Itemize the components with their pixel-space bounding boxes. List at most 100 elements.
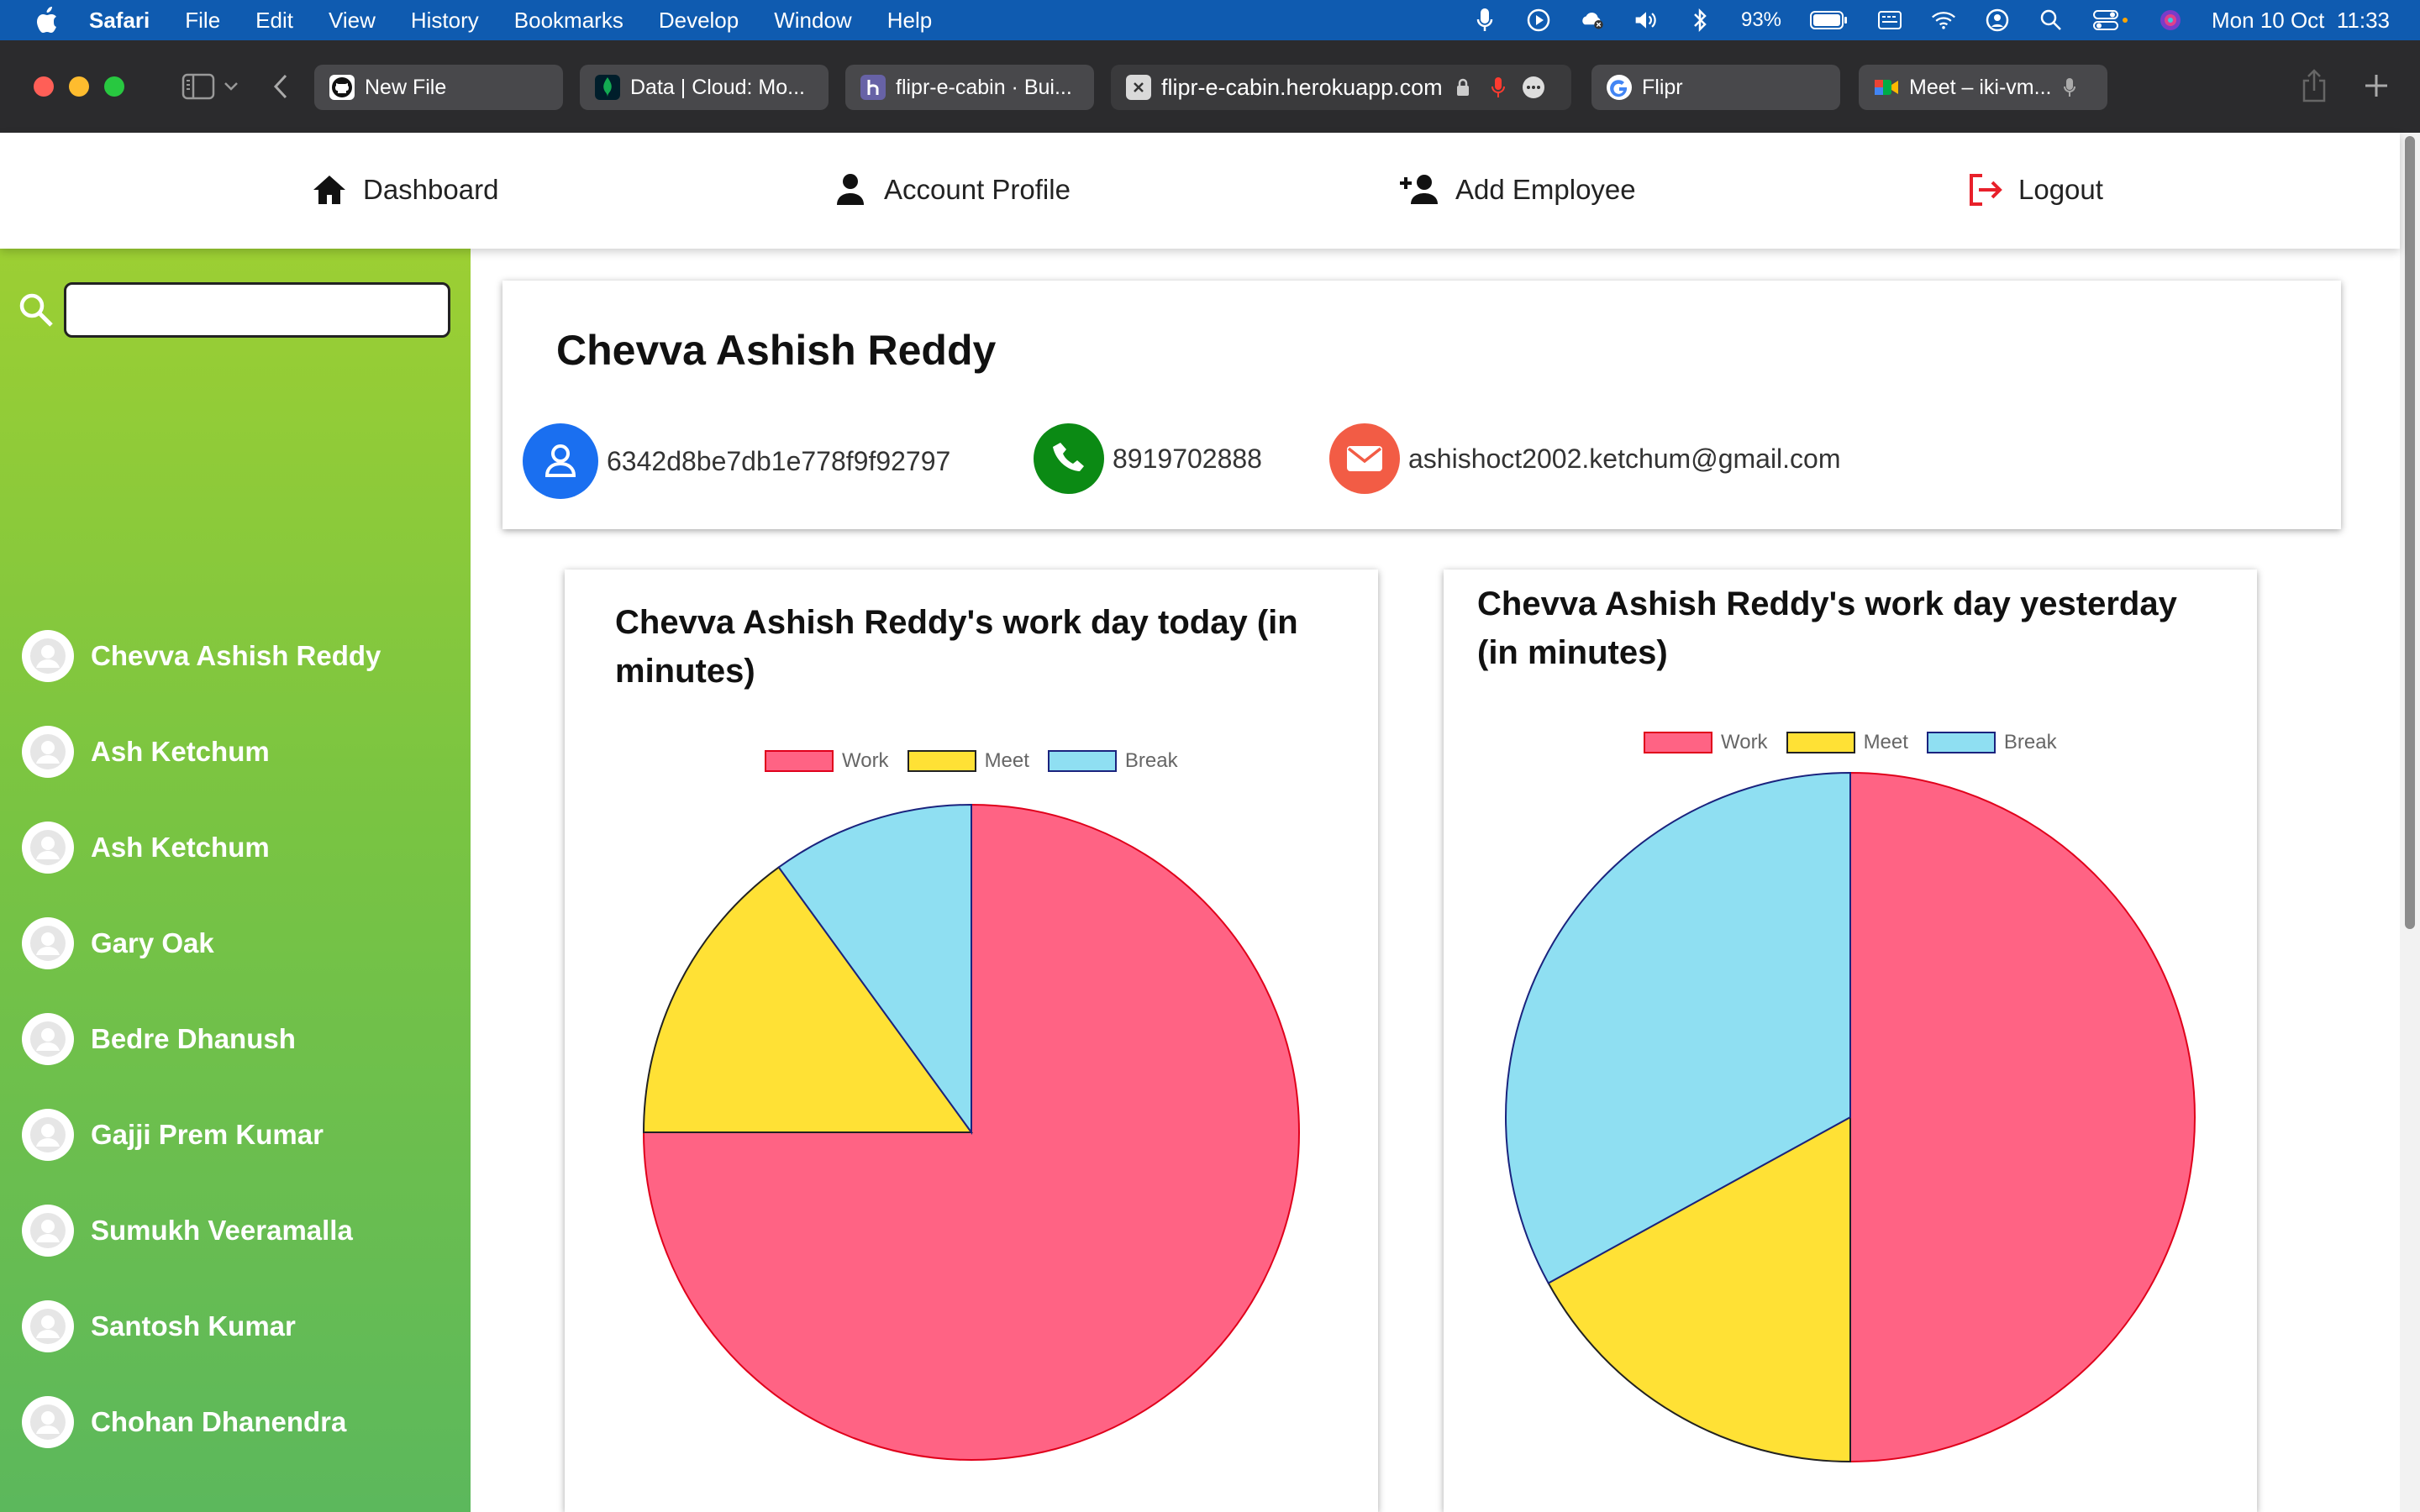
employee-sidebar — [0, 249, 471, 1512]
legend-label: Meet — [1863, 731, 1908, 753]
share-icon[interactable] — [2294, 66, 2334, 106]
nav-account-profile[interactable]: Account Profile — [832, 171, 1071, 208]
sidebar-toggle-icon[interactable] — [178, 66, 218, 107]
pie-slice-work[interactable] — [642, 803, 1300, 1461]
employee-list-item[interactable]: Chevva Ashish Reddy — [22, 630, 381, 682]
pie-slice-break[interactable] — [777, 803, 972, 1136]
legend-swatch — [907, 750, 976, 772]
microphone-icon[interactable] — [1472, 8, 1497, 33]
menu-window[interactable]: Window — [774, 7, 852, 33]
battery-percentage: 93% — [1740, 8, 1782, 31]
page-scrollbar-thumb[interactable] — [2405, 136, 2415, 929]
menu-file[interactable]: File — [185, 7, 221, 33]
user-account-icon[interactable] — [1985, 8, 2010, 33]
close-icon[interactable] — [1126, 75, 1151, 100]
pie-slice-meet[interactable] — [642, 866, 973, 1133]
keyboard-input-icon[interactable] — [1877, 8, 1902, 33]
microphone-icon[interactable] — [2057, 75, 2082, 100]
employee-list-item[interactable]: Ash Ketchum — [22, 822, 270, 874]
search-icon[interactable] — [17, 291, 55, 329]
spotlight-search-icon[interactable] — [2039, 8, 2064, 33]
avatar-icon — [22, 1205, 74, 1257]
menu-view[interactable]: View — [328, 7, 376, 33]
tab-flipr[interactable]: Flipr — [1591, 65, 1840, 110]
tab-active-url[interactable]: flipr-e-cabin.herokuapp.com — [1111, 65, 1571, 110]
employee-search — [17, 282, 450, 338]
nav-add-employee[interactable]: Add Employee — [1398, 171, 1636, 208]
play-circle-icon[interactable] — [1526, 8, 1551, 33]
app-navbar: Dashboard Account Profile Add Employee L… — [0, 133, 2400, 249]
menubar-status-area: 93% Mon 10 Oct 11:33 — [1472, 0, 2390, 40]
employee-name: Chevva Ashish Reddy — [91, 640, 381, 671]
menu-app-name[interactable]: Safari — [89, 7, 150, 33]
close-window-button[interactable] — [34, 76, 54, 97]
main-content: Chevva Ashish Reddy 6342d8be7db1e778f9f9… — [471, 249, 2400, 1512]
nav-logout[interactable]: Logout — [1966, 171, 2103, 208]
battery-icon[interactable] — [1810, 8, 1849, 33]
menu-bookmarks[interactable]: Bookmarks — [513, 7, 623, 33]
address-bar-url[interactable]: flipr-e-cabin.herokuapp.com — [1161, 74, 1443, 100]
pie-slice-meet[interactable] — [1547, 1116, 1851, 1463]
browser-toolbar: New File Data | Cloud: Mo... flipr-e-cab… — [0, 40, 2420, 133]
add-person-icon — [1398, 171, 1440, 208]
employee-list-item[interactable]: Ash Ketchum — [22, 726, 270, 778]
menubar-clock[interactable]: Mon 10 Oct 11:33 — [2212, 7, 2390, 33]
tab-label: Meet – iki-vm... — [1909, 75, 2052, 99]
chart-card-yesterday: Chevva Ashish Reddy's work day yesterday… — [1444, 570, 2257, 1512]
new-tab-plus-icon[interactable] — [2356, 66, 2396, 106]
tab-google-meet[interactable]: Meet – iki-vm... — [1859, 65, 2107, 110]
legend-item-meet[interactable]: Meet — [1786, 731, 1908, 754]
logout-icon — [1966, 171, 2003, 208]
search-input[interactable] — [64, 282, 450, 338]
window-controls — [34, 76, 124, 97]
menu-history[interactable]: History — [410, 7, 479, 33]
legend-label: Work — [1721, 731, 1768, 753]
nav-account-profile-label: Account Profile — [884, 174, 1071, 205]
employee-list-item[interactable]: Chohan Dhanendra — [22, 1396, 346, 1448]
employee-name: Santosh Kumar — [91, 1310, 296, 1341]
pie-slice-work[interactable] — [1849, 771, 2196, 1463]
tab-new-file[interactable]: New File — [314, 65, 563, 110]
legend-label: Break — [2003, 731, 2057, 753]
siri-icon[interactable] — [2158, 8, 2183, 33]
employee-list-item[interactable]: Bedre Dhanush — [22, 1013, 296, 1065]
menu-help[interactable]: Help — [886, 7, 933, 33]
pie-slice-break[interactable] — [1505, 771, 1851, 1284]
legend-item-break[interactable]: Break — [1926, 731, 2057, 754]
avatar-icon — [22, 917, 74, 969]
employee-list-item[interactable]: Sumukh Veeramalla — [22, 1205, 353, 1257]
cloud-sync-icon[interactable] — [1580, 8, 1605, 33]
macos-menu-bar: Safari File Edit View History Bookmarks … — [0, 0, 2420, 40]
legend-item-break[interactable]: Break — [1047, 749, 1178, 773]
profile-email: ashishoct2002.ketchum@gmail.com — [1408, 443, 1841, 474]
legend-item-work[interactable]: Work — [1644, 731, 1768, 754]
back-chevron-icon[interactable] — [260, 66, 301, 107]
nav-logout-label: Logout — [2018, 174, 2103, 205]
zoom-window-button[interactable] — [104, 76, 124, 97]
apple-icon[interactable] — [32, 6, 60, 34]
legend-item-meet[interactable]: Meet — [907, 749, 1029, 773]
microphone-recording-icon[interactable] — [1486, 75, 1511, 100]
employee-name: Gary Oak — [91, 927, 214, 958]
control-center-icon[interactable] — [2092, 8, 2129, 33]
tab-mongodb[interactable]: Data | Cloud: Mo... — [580, 65, 829, 110]
minimize-window-button[interactable] — [69, 76, 89, 97]
volume-icon[interactable] — [1634, 8, 1659, 33]
nav-dashboard[interactable]: Dashboard — [311, 171, 498, 208]
menu-develop[interactable]: Develop — [658, 7, 739, 33]
employee-list-item[interactable]: Gary Oak — [22, 917, 214, 969]
legend-label: Break — [1124, 749, 1178, 772]
employee-list-item[interactable]: Gajji Prem Kumar — [22, 1109, 324, 1161]
legend-item-work[interactable]: Work — [765, 749, 889, 773]
bluetooth-icon[interactable] — [1687, 8, 1712, 33]
wifi-icon[interactable] — [1931, 8, 1956, 33]
tab-label: Flipr — [1642, 75, 1683, 99]
tab-heroku[interactable]: flipr-e-cabin · Bui... — [845, 65, 1094, 110]
nav-dashboard-label: Dashboard — [363, 174, 499, 205]
more-options-icon[interactable] — [1521, 75, 1546, 100]
chevron-down-icon[interactable] — [218, 66, 244, 107]
profile-email-field: ashishoct2002.ketchum@gmail.com — [1329, 423, 1841, 494]
menu-edit[interactable]: Edit — [255, 7, 293, 33]
employee-list-item[interactable]: Santosh Kumar — [22, 1300, 296, 1352]
tab-label: New File — [365, 75, 447, 99]
